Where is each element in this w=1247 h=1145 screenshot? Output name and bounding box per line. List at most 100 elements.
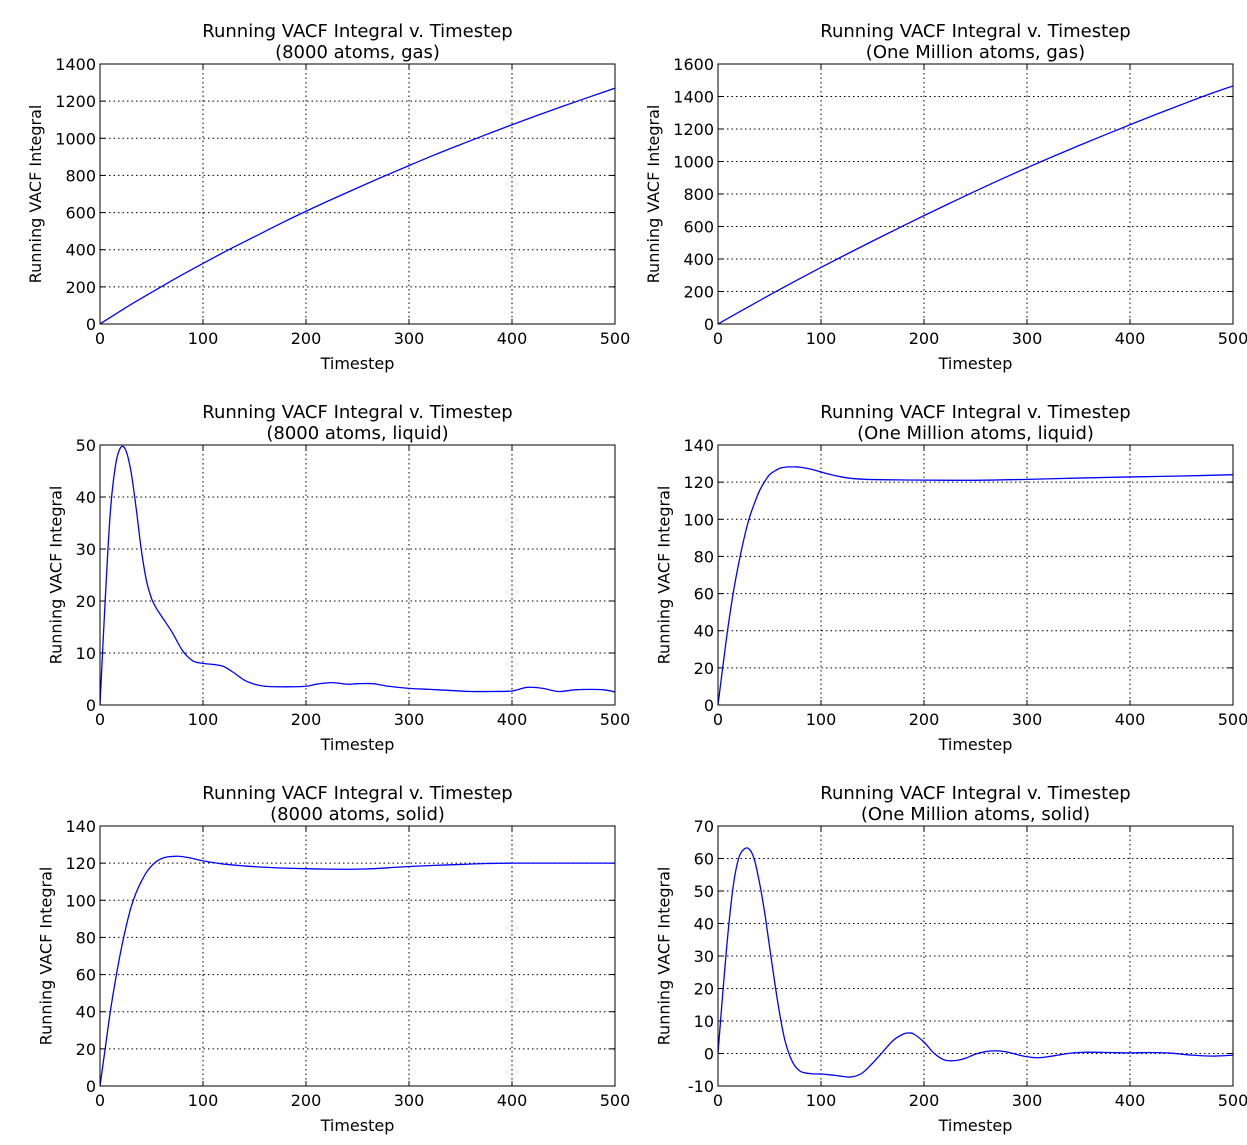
y-tick-label: 100 (65, 891, 96, 910)
y-tick-label: 40 (694, 622, 714, 641)
series-line (718, 847, 1233, 1078)
y-tick-label: 0 (86, 315, 96, 334)
y-tick-label: 600 (65, 204, 96, 223)
chart-panel-2: 0 100 200 300 400 500 0 200 400 600 800 1000 1200 140… (644, 21, 1247, 373)
y-tick-label: 200 (65, 278, 96, 297)
plot-frame (717, 63, 1234, 325)
chart-panel-6: 0 100 200 300 400 500-10010203040506070Runnin… (654, 783, 1247, 1135)
y-tick-label: 30 (694, 947, 714, 966)
x-tick-label: 200 (291, 329, 322, 348)
y-tick-label: 60 (76, 966, 96, 985)
x-tick-label: 500 (600, 329, 631, 348)
y-tick-label: 40 (76, 1003, 96, 1022)
series-line (100, 855, 615, 1086)
y-tick-label: 80 (694, 547, 714, 566)
chart-subtitle: (8000 atoms, gas) (275, 42, 440, 63)
x-tick-label: 400 (1115, 329, 1146, 348)
x-tick-label: 500 (600, 1091, 631, 1110)
y-tick-label: 1400 (673, 88, 714, 107)
chart-title: Running VACF Integral v. Timestep (820, 21, 1130, 42)
y-tick-label: 30 (76, 540, 96, 559)
x-tick-label: 100 (806, 710, 837, 729)
y-tick-label: 40 (76, 488, 96, 507)
x-tick-label: 100 (806, 329, 837, 348)
x-tick-label: 400 (1115, 710, 1146, 729)
chart-subtitle: (8000 atoms, solid) (270, 804, 445, 825)
x-tick-label: 200 (909, 1091, 940, 1110)
x-tick-label: 300 (1012, 710, 1043, 729)
y-tick-label: 50 (694, 882, 714, 901)
y-axis-label: Running VACF Integral (654, 486, 673, 665)
chart-panel-4: 0 100 200 300 400 500 0 20 40 60 80 100 120 140 Runnin… (654, 402, 1247, 754)
x-tick-label: 0 (95, 329, 105, 348)
y-tick-label: 140 (65, 817, 96, 836)
chart-title: Running VACF Integral v. Timestep (202, 783, 512, 804)
x-axis-label: Timestep (938, 735, 1013, 754)
x-tick-label: 0 (713, 710, 723, 729)
x-axis-label: Timestep (938, 1116, 1013, 1135)
y-tick-label: 10 (76, 644, 96, 663)
chart-subtitle: (One Million atoms, solid) (861, 804, 1090, 825)
x-tick-label: 300 (1012, 1091, 1043, 1110)
y-tick-label: 70 (694, 817, 714, 836)
plot-frame (99, 63, 616, 325)
y-tick-label: 0 (704, 1045, 714, 1064)
x-axis-label: Timestep (320, 735, 395, 754)
x-tick-label: 400 (1115, 1091, 1146, 1110)
x-axis-label: Timestep (320, 1116, 395, 1135)
chart-subtitle: (One Million atoms, liquid) (857, 423, 1094, 444)
x-tick-label: 500 (1218, 329, 1247, 348)
y-tick-label: 0 (86, 1077, 96, 1096)
y-tick-label: 120 (683, 473, 714, 492)
y-tick-label: 60 (694, 850, 714, 869)
y-tick-label: 0 (704, 696, 714, 715)
chart-title: Running VACF Integral v. Timestep (820, 402, 1130, 423)
y-tick-label: 120 (65, 854, 96, 873)
y-tick-label: 1000 (55, 129, 96, 148)
x-tick-label: 300 (394, 710, 425, 729)
y-tick-label: 50 (76, 436, 96, 455)
chart-panel-5: 0 100 200 300 400 500 0 20 40 60 80 100 120 140 Runnin… (36, 783, 630, 1135)
plot-frame (717, 444, 1234, 706)
x-tick-label: 0 (713, 329, 723, 348)
x-axis-label: Timestep (320, 354, 395, 373)
x-axis-label: Timestep (938, 354, 1013, 373)
chart-panel-3: 0 100 200 300 400 500 0 10 20 30 40 50 Running VACF … (47, 402, 631, 754)
y-tick-label: 20 (694, 659, 714, 678)
y-tick-label: 20 (76, 592, 96, 611)
y-tick-label: 20 (694, 980, 714, 999)
plot-frame (99, 825, 616, 1087)
x-tick-label: 400 (497, 1091, 528, 1110)
x-tick-label: 0 (713, 1091, 723, 1110)
series-line (718, 466, 1233, 705)
x-tick-label: 400 (497, 710, 528, 729)
y-tick-label: 1200 (673, 120, 714, 139)
x-tick-label: 100 (188, 1091, 219, 1110)
y-tick-label: 800 (65, 166, 96, 185)
y-tick-label: 60 (694, 585, 714, 604)
y-tick-label: 140 (683, 436, 714, 455)
plot-frame (99, 444, 616, 706)
y-axis-label: Running VACF Integral (26, 105, 45, 284)
y-tick-label: 800 (683, 185, 714, 204)
x-tick-label: 100 (188, 710, 219, 729)
y-tick-label: 1600 (673, 55, 714, 74)
x-tick-label: 200 (909, 710, 940, 729)
y-tick-label: 40 (694, 915, 714, 934)
chart-subtitle: (8000 atoms, liquid) (266, 423, 448, 444)
x-tick-label: 0 (95, 710, 105, 729)
chart-title: Running VACF Integral v. Timestep (202, 21, 512, 42)
y-axis-label: Running VACF Integral (36, 867, 55, 1046)
x-tick-label: 200 (291, 1091, 322, 1110)
y-tick-label: 0 (704, 315, 714, 334)
series-line (718, 85, 1233, 324)
y-tick-label: 80 (76, 928, 96, 947)
x-tick-label: 400 (497, 329, 528, 348)
x-tick-label: 0 (95, 1091, 105, 1110)
x-tick-label: 100 (806, 1091, 837, 1110)
chart-title: Running VACF Integral v. Timestep (820, 783, 1130, 804)
y-tick-label: 400 (683, 250, 714, 269)
y-tick-label: 1000 (673, 153, 714, 172)
y-axis-label: Running VACF Integral (47, 486, 66, 665)
